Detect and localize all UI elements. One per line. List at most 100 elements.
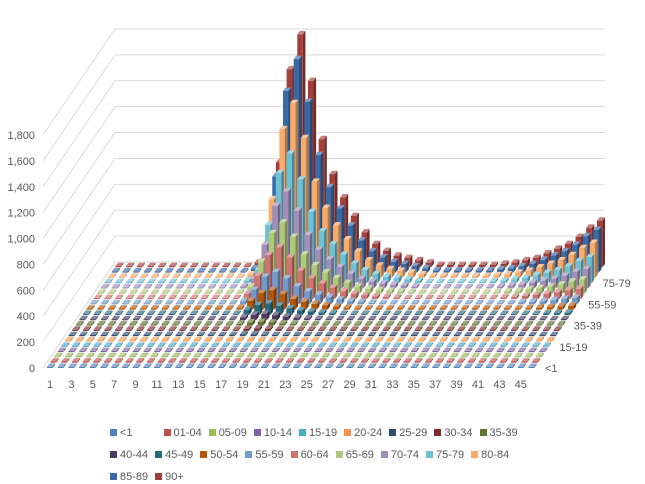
bar bbox=[196, 363, 205, 368]
legend-item: 05-09 bbox=[208, 425, 247, 440]
bar bbox=[229, 268, 238, 273]
legend-swatch bbox=[163, 429, 171, 436]
bar bbox=[275, 326, 284, 331]
bar bbox=[443, 283, 452, 289]
bar bbox=[571, 294, 580, 305]
bar bbox=[300, 352, 309, 358]
bar bbox=[228, 363, 237, 368]
bar bbox=[147, 278, 156, 284]
bar bbox=[364, 336, 373, 342]
y-axis-tick-labels: 0 200 400 600 800 1,000 1,200 1,400 1,600 1,800 bbox=[7, 130, 35, 375]
bar bbox=[208, 268, 217, 273]
bar bbox=[546, 321, 555, 326]
bar bbox=[393, 294, 402, 300]
legend-item: 80-84 bbox=[471, 447, 509, 462]
bar bbox=[271, 331, 280, 337]
bar bbox=[493, 305, 502, 310]
bar bbox=[472, 272, 481, 278]
bar bbox=[204, 352, 213, 358]
bar bbox=[521, 274, 530, 284]
bar bbox=[532, 358, 541, 363]
bar bbox=[122, 331, 131, 337]
bar bbox=[296, 342, 305, 347]
side-wall-gridline bbox=[42, 132, 116, 239]
bar bbox=[343, 304, 352, 310]
bar bbox=[439, 352, 448, 358]
bar bbox=[425, 342, 434, 347]
side-wall-gridline bbox=[42, 235, 116, 343]
bar bbox=[450, 336, 459, 342]
bar bbox=[343, 321, 352, 326]
bar bbox=[360, 358, 369, 363]
bar bbox=[211, 262, 220, 268]
bar bbox=[189, 342, 198, 347]
bar bbox=[436, 310, 445, 315]
legend-item: 50-54 bbox=[200, 447, 238, 462]
bar bbox=[189, 326, 198, 331]
y-tick-label: 400 bbox=[17, 311, 35, 323]
bar bbox=[129, 352, 138, 358]
bar bbox=[157, 358, 166, 363]
bar bbox=[250, 311, 259, 321]
bar bbox=[514, 269, 523, 278]
bar bbox=[186, 347, 195, 353]
bar bbox=[204, 305, 213, 310]
bar bbox=[350, 342, 359, 347]
bar bbox=[168, 342, 177, 347]
bar bbox=[243, 306, 252, 315]
x-tick-label: 1 bbox=[47, 379, 53, 391]
bar bbox=[514, 321, 523, 326]
series-45-49 bbox=[83, 299, 573, 315]
bar bbox=[293, 331, 302, 337]
bar bbox=[314, 347, 323, 353]
bar bbox=[126, 262, 135, 268]
bar bbox=[86, 321, 95, 326]
bar bbox=[125, 310, 134, 315]
bar bbox=[486, 283, 495, 289]
legend-swatch bbox=[110, 429, 117, 436]
bar bbox=[225, 305, 234, 310]
bar bbox=[261, 310, 270, 321]
bar bbox=[136, 262, 145, 268]
bar bbox=[418, 352, 427, 358]
bar bbox=[72, 342, 81, 347]
bar bbox=[496, 299, 505, 305]
bar bbox=[368, 331, 377, 337]
bar bbox=[157, 310, 166, 315]
bar bbox=[550, 315, 559, 321]
bar bbox=[414, 310, 423, 315]
depth-axis-tick-labels: <115-19 35-39 55-59 75-79 bbox=[545, 278, 631, 375]
side-wall-gridline bbox=[42, 80, 116, 188]
bar bbox=[118, 321, 127, 326]
bar bbox=[175, 283, 184, 289]
bar bbox=[564, 286, 573, 300]
bar bbox=[407, 269, 416, 278]
bar bbox=[264, 325, 273, 331]
bar bbox=[243, 358, 252, 363]
bar bbox=[325, 331, 334, 337]
bar bbox=[407, 336, 416, 342]
bar bbox=[121, 363, 130, 368]
bar bbox=[386, 305, 395, 310]
bar bbox=[79, 363, 88, 368]
legend-item: 20-24 bbox=[344, 425, 382, 440]
bar bbox=[279, 290, 288, 310]
bar bbox=[418, 289, 427, 294]
bar bbox=[200, 310, 209, 315]
bar bbox=[411, 331, 420, 337]
legend-item: 85-89 bbox=[110, 469, 148, 484]
bar bbox=[389, 315, 398, 321]
bar bbox=[165, 268, 174, 273]
bar bbox=[207, 299, 216, 305]
bar bbox=[197, 315, 206, 321]
side-wall-gridline bbox=[42, 261, 116, 369]
bar bbox=[528, 298, 537, 305]
bar bbox=[93, 358, 102, 363]
bar bbox=[357, 363, 366, 368]
bar bbox=[253, 358, 262, 363]
bar bbox=[254, 301, 263, 315]
y-tick-label: 1,000 bbox=[7, 234, 35, 246]
bar bbox=[183, 289, 192, 294]
bar bbox=[425, 294, 434, 300]
bar bbox=[422, 283, 431, 289]
